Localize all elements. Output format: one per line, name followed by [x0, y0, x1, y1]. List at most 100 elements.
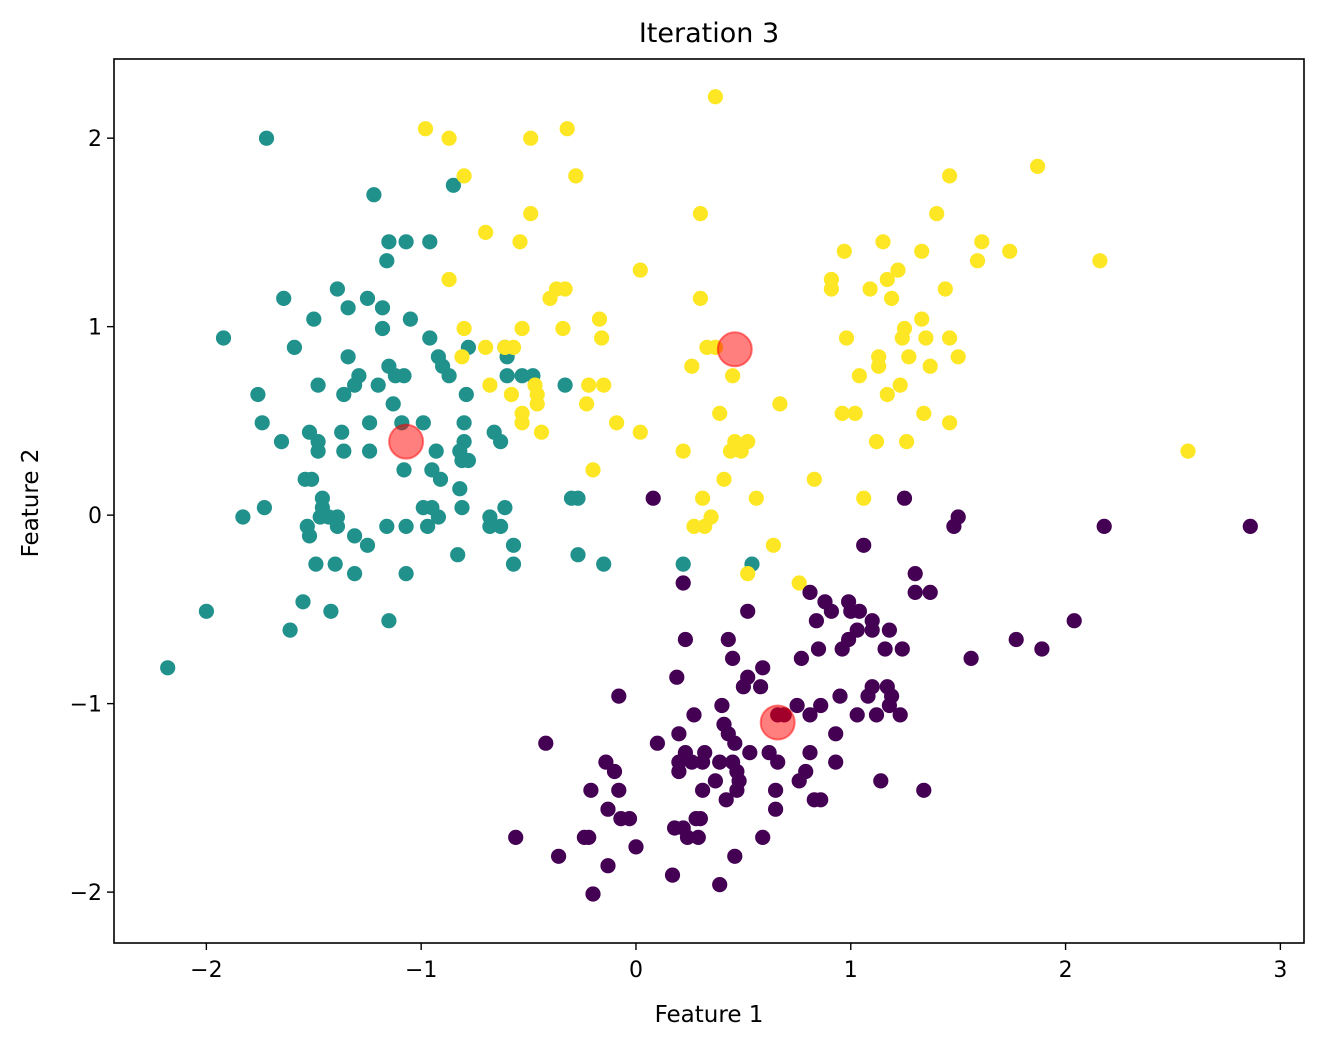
data-point-cluster-0 — [684, 754, 700, 770]
data-point-cluster-1 — [295, 594, 311, 610]
data-point-cluster-1 — [334, 424, 350, 440]
data-point-cluster-0 — [789, 697, 805, 714]
data-point-cluster-2 — [529, 396, 545, 412]
data-point-cluster-2 — [879, 271, 895, 288]
data-point-cluster-0 — [963, 650, 979, 667]
data-point-cluster-1 — [497, 500, 513, 516]
data-point-cluster-2 — [862, 281, 878, 297]
data-point-cluster-2 — [922, 358, 938, 374]
data-point-cluster-2 — [707, 89, 724, 105]
data-point-cluster-0 — [791, 773, 807, 789]
data-point-cluster-1 — [482, 518, 498, 535]
data-point-cluster-0 — [755, 660, 771, 676]
data-point-cluster-1 — [402, 311, 418, 327]
data-point-cluster-2 — [692, 206, 709, 222]
data-point-cluster-2 — [740, 566, 756, 582]
data-point-cluster-1 — [304, 471, 320, 487]
data-point-cluster-0 — [707, 773, 724, 789]
data-point-cluster-0 — [611, 688, 627, 704]
data-point-cluster-1 — [385, 396, 401, 412]
data-point-cluster-0 — [828, 754, 844, 770]
data-point-cluster-0 — [823, 603, 840, 619]
data-point-cluster-0 — [1242, 518, 1258, 535]
data-point-cluster-2 — [748, 490, 764, 506]
data-point-cluster-2 — [594, 330, 610, 346]
data-point-cluster-1 — [215, 330, 232, 346]
data-point-cluster-0 — [849, 707, 865, 723]
data-point-cluster-1 — [454, 500, 470, 516]
data-point-cluster-1 — [282, 622, 298, 638]
data-point-cluster-2 — [456, 168, 472, 184]
data-point-cluster-1 — [441, 368, 457, 384]
data-point-cluster-0 — [714, 697, 730, 714]
data-point-cluster-0 — [753, 679, 769, 695]
data-point-cluster-2 — [918, 330, 934, 346]
data-point-cluster-2 — [950, 349, 966, 365]
data-point-cluster-1 — [306, 311, 322, 327]
data-point-cluster-1 — [460, 452, 476, 469]
data-point-cluster-2 — [454, 349, 470, 365]
x-tick-label: −1 — [405, 958, 437, 983]
data-point-cluster-2 — [632, 262, 648, 278]
centroid-marker-1 — [716, 331, 753, 368]
data-point-cluster-1 — [323, 603, 339, 619]
data-point-cluster-0 — [585, 886, 601, 902]
data-point-cluster-2 — [523, 130, 539, 146]
points-layer — [160, 89, 1258, 902]
data-point-cluster-2 — [890, 262, 906, 278]
data-point-cluster-2 — [894, 330, 910, 346]
data-point-cluster-1 — [570, 490, 586, 506]
data-point-cluster-1 — [362, 443, 378, 459]
data-point-cluster-2 — [559, 121, 575, 137]
data-point-cluster-1 — [286, 339, 302, 355]
data-point-cluster-0 — [896, 490, 913, 506]
data-point-cluster-1 — [273, 434, 290, 450]
data-point-cluster-0 — [802, 584, 818, 601]
data-point-cluster-0 — [802, 745, 818, 761]
data-point-cluster-1 — [310, 443, 326, 459]
data-point-cluster-2 — [722, 443, 739, 459]
y-tick-label: 1 — [88, 316, 102, 341]
data-point-cluster-1 — [505, 556, 522, 572]
data-point-cluster-0 — [675, 575, 691, 591]
data-point-cluster-1 — [340, 349, 356, 365]
data-point-cluster-1 — [514, 368, 530, 384]
data-point-cluster-1 — [329, 281, 345, 297]
data-point-cluster-0 — [508, 829, 524, 846]
data-point-cluster-0 — [729, 782, 745, 798]
data-point-cluster-0 — [1066, 613, 1082, 629]
data-point-cluster-1 — [347, 528, 363, 544]
data-point-cluster-1 — [430, 509, 446, 525]
data-point-cluster-2 — [568, 168, 584, 184]
data-point-cluster-0 — [695, 754, 711, 770]
data-point-cluster-0 — [664, 867, 681, 883]
data-point-cluster-1 — [256, 500, 272, 516]
data-point-cluster-2 — [1180, 443, 1196, 459]
data-point-cluster-2 — [806, 471, 822, 487]
data-point-cluster-2 — [899, 434, 915, 450]
data-point-cluster-1 — [276, 290, 292, 306]
data-point-cluster-0 — [755, 829, 771, 846]
data-point-cluster-1 — [675, 556, 691, 572]
data-point-cluster-2 — [684, 358, 700, 374]
data-point-cluster-1 — [359, 537, 376, 553]
data-point-cluster-0 — [690, 829, 706, 846]
data-point-cluster-0 — [649, 735, 666, 751]
data-point-cluster-1 — [452, 481, 468, 497]
data-point-cluster-1 — [396, 368, 412, 384]
data-point-cluster-2 — [733, 443, 749, 459]
data-point-cluster-1 — [310, 377, 326, 393]
data-point-cluster-0 — [611, 782, 627, 798]
data-point-cluster-1 — [198, 603, 214, 619]
data-point-cluster-2 — [765, 537, 782, 553]
data-point-cluster-2 — [884, 290, 900, 306]
data-point-cluster-0 — [735, 679, 752, 695]
data-point-cluster-1 — [379, 253, 395, 269]
data-point-cluster-1 — [347, 377, 363, 393]
data-point-cluster-2 — [456, 320, 472, 337]
data-point-cluster-1 — [336, 386, 352, 403]
data-point-cluster-2 — [557, 281, 573, 297]
data-point-cluster-2 — [914, 311, 930, 327]
data-point-cluster-0 — [810, 641, 827, 657]
